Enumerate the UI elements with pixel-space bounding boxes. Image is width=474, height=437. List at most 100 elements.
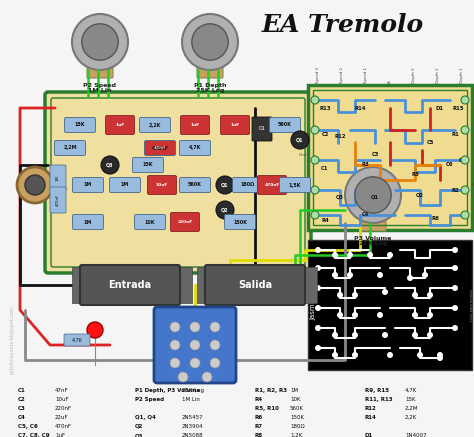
Text: Speed 3: Speed 3 <box>316 67 320 83</box>
Circle shape <box>311 211 319 219</box>
FancyBboxPatch shape <box>220 115 249 135</box>
Text: Speed 2: Speed 2 <box>340 67 344 83</box>
Text: Q1: Q1 <box>221 183 229 187</box>
Circle shape <box>417 352 423 358</box>
Text: 4,7K: 4,7K <box>189 146 201 150</box>
Text: 4,7K: 4,7K <box>72 337 82 343</box>
Text: Depth 2: Depth 2 <box>436 67 440 83</box>
Circle shape <box>452 305 458 311</box>
Bar <box>197 267 211 303</box>
FancyBboxPatch shape <box>257 176 286 194</box>
Circle shape <box>170 340 180 350</box>
Text: R1, R2, R3: R1, R2, R3 <box>255 388 287 393</box>
Circle shape <box>461 186 469 194</box>
Text: C4: C4 <box>18 415 26 420</box>
Circle shape <box>17 167 53 203</box>
FancyBboxPatch shape <box>139 118 171 132</box>
Circle shape <box>407 275 413 281</box>
Text: 180Ω: 180Ω <box>241 183 255 187</box>
FancyBboxPatch shape <box>280 177 310 193</box>
Circle shape <box>170 358 180 368</box>
FancyBboxPatch shape <box>171 212 200 232</box>
Text: Salida: Salida <box>238 280 272 290</box>
Circle shape <box>412 292 418 298</box>
FancyBboxPatch shape <box>233 177 264 193</box>
Text: Q3: Q3 <box>336 194 344 200</box>
Circle shape <box>315 325 321 331</box>
Circle shape <box>202 372 212 382</box>
Text: 1M Lin: 1M Lin <box>182 397 200 402</box>
Text: Gnd: Gnd <box>299 153 307 157</box>
Text: 2,2K: 2,2K <box>149 122 161 128</box>
FancyBboxPatch shape <box>147 176 176 194</box>
Text: C7, C8, C9: C7, C8, C9 <box>18 433 50 437</box>
Text: A: A <box>388 80 392 83</box>
Circle shape <box>315 285 321 291</box>
Circle shape <box>82 24 118 60</box>
Circle shape <box>382 332 388 338</box>
Text: Listo para montar: Listo para montar <box>470 289 474 321</box>
Text: PCBDALE: PCBDALE <box>57 173 343 227</box>
Text: P2 Speed: P2 Speed <box>135 397 164 402</box>
Text: C5, C6: C5, C6 <box>18 424 38 429</box>
Text: Q3: Q3 <box>106 163 114 167</box>
Circle shape <box>210 358 220 368</box>
Circle shape <box>352 292 358 298</box>
Circle shape <box>101 156 119 174</box>
Text: C4: C4 <box>361 212 369 218</box>
Text: 1uF: 1uF <box>230 123 239 127</box>
Text: R1: R1 <box>451 132 459 138</box>
Text: 15K: 15K <box>75 122 85 128</box>
Circle shape <box>190 340 200 350</box>
Text: 1M: 1M <box>84 219 92 225</box>
Text: 150K: 150K <box>233 219 247 225</box>
Circle shape <box>452 325 458 331</box>
Circle shape <box>452 265 458 271</box>
Circle shape <box>178 372 188 382</box>
Text: In: In <box>473 183 474 187</box>
Text: R12: R12 <box>334 135 346 139</box>
Text: R4: R4 <box>255 397 263 402</box>
Circle shape <box>452 285 458 291</box>
Text: 560K: 560K <box>278 122 292 128</box>
Text: 470nF: 470nF <box>55 424 72 429</box>
Text: 1,5K: 1,5K <box>289 183 301 187</box>
Text: Q1, Q4: Q1, Q4 <box>135 415 156 420</box>
Text: Q3: Q3 <box>135 433 144 437</box>
Text: Q2: Q2 <box>221 208 229 212</box>
Circle shape <box>437 352 443 358</box>
FancyBboxPatch shape <box>45 92 311 273</box>
Circle shape <box>332 352 338 358</box>
Text: C3: C3 <box>18 406 26 411</box>
FancyBboxPatch shape <box>106 115 135 135</box>
Circle shape <box>377 272 383 278</box>
Text: R6: R6 <box>255 415 263 420</box>
Text: C2: C2 <box>18 397 26 402</box>
Text: 1M: 1M <box>121 183 129 187</box>
Text: R6: R6 <box>431 215 439 221</box>
Text: R5, R10: R5, R10 <box>255 406 279 411</box>
Circle shape <box>412 332 418 338</box>
Circle shape <box>461 96 469 104</box>
Text: Q2: Q2 <box>135 424 143 429</box>
Bar <box>178 267 192 303</box>
Circle shape <box>427 312 433 318</box>
Circle shape <box>422 272 428 278</box>
Text: R14: R14 <box>354 105 366 111</box>
Circle shape <box>210 322 220 332</box>
Circle shape <box>461 156 469 164</box>
Text: 470nF: 470nF <box>152 146 168 150</box>
Circle shape <box>355 177 391 213</box>
Text: Entrada: Entrada <box>109 280 152 290</box>
Text: Q1: Q1 <box>296 138 304 142</box>
Text: P3 Volume
25K Log: P3 Volume 25K Log <box>354 236 392 246</box>
Text: 10uF: 10uF <box>156 183 168 187</box>
Circle shape <box>452 247 458 253</box>
Circle shape <box>337 292 343 298</box>
Circle shape <box>352 352 358 358</box>
FancyBboxPatch shape <box>197 64 223 78</box>
Text: 1uF: 1uF <box>116 123 125 127</box>
FancyBboxPatch shape <box>50 187 66 213</box>
Text: 15K: 15K <box>405 397 416 402</box>
Circle shape <box>387 352 393 358</box>
